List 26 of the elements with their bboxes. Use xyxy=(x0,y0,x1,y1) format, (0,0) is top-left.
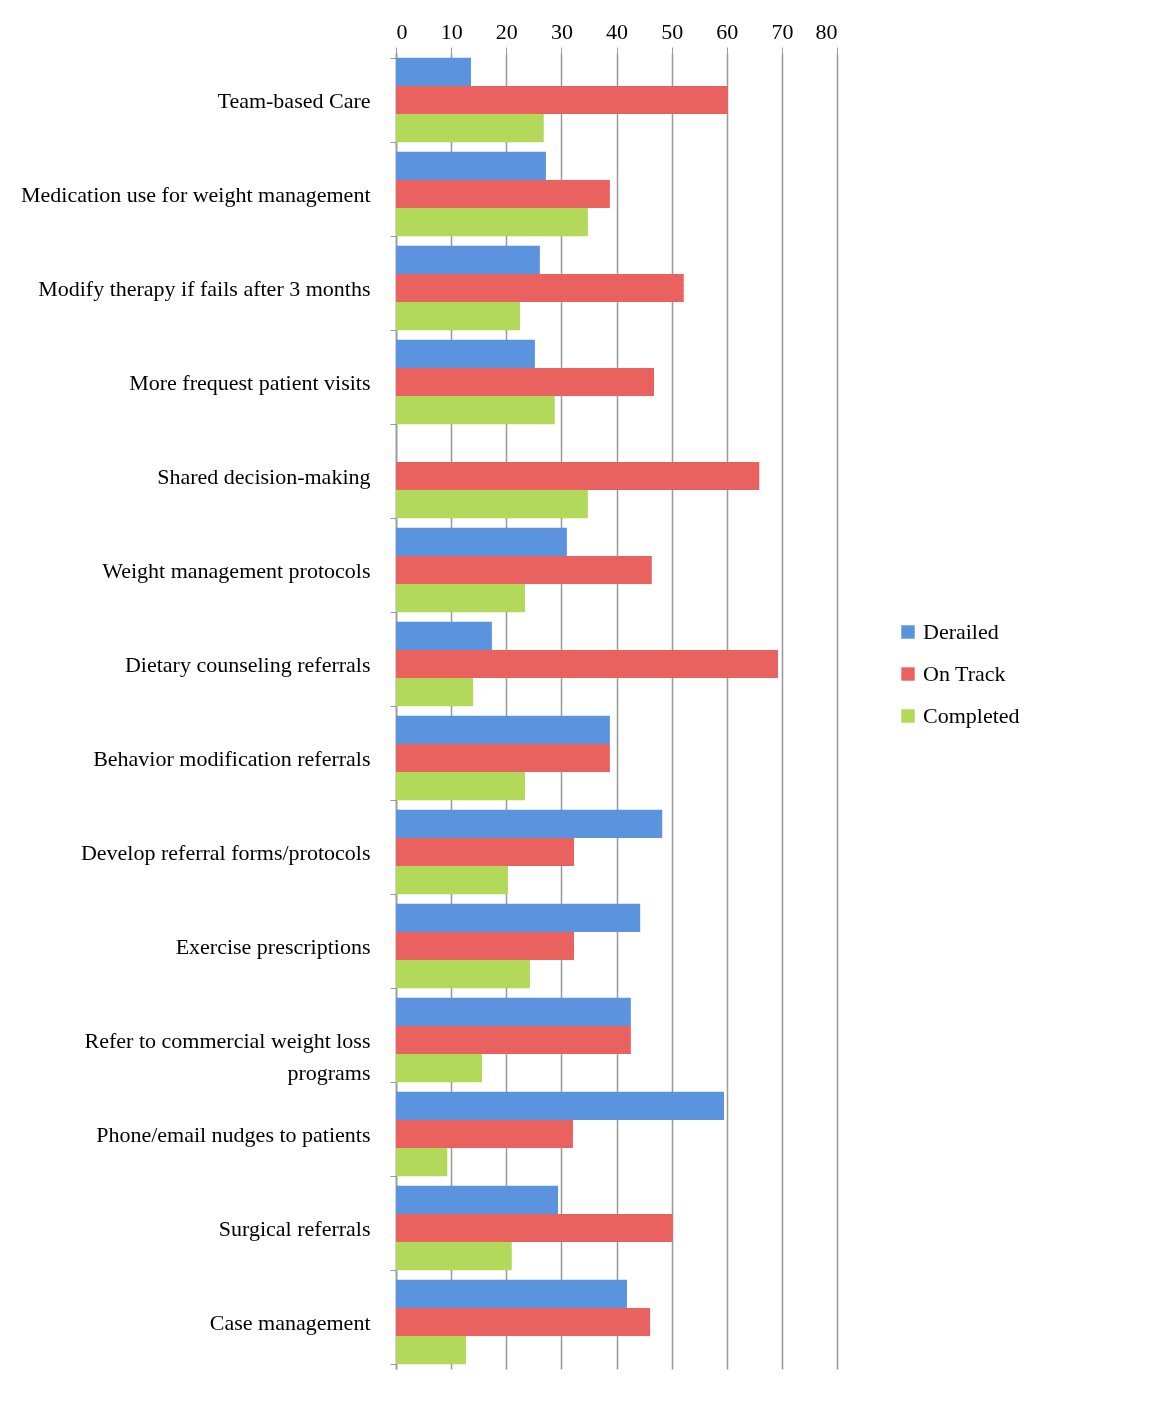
y-tick-label: Surgical referrals xyxy=(218,1215,371,1241)
x-tick-label: 80 xyxy=(815,18,838,44)
x-tick-label: 40 xyxy=(606,18,628,44)
y-tick-label: Medication use for weight management xyxy=(21,181,371,207)
x-tick-label: 0 xyxy=(396,18,408,44)
y-tick-label: Dietary counseling referrals xyxy=(124,651,371,677)
y-tick-label: Weight management protocols xyxy=(102,557,371,583)
x-tick-label: 60 xyxy=(716,18,739,44)
x-tick-label: 20 xyxy=(495,18,518,44)
x-tick-label: 10 xyxy=(440,18,463,44)
y-tick-label: More frequest patient visits xyxy=(129,369,371,395)
y-tick-label: Phone/email nudges to patients xyxy=(96,1121,371,1147)
y-tick-label: Develop referral forms/protocols xyxy=(80,839,371,865)
y-tick-label: Modify therapy if fails after 3 months xyxy=(38,275,371,301)
legend-label: Completed xyxy=(923,703,1020,728)
x-tick-label: 30 xyxy=(550,18,573,44)
y-tick-label: Behavior modification referrals xyxy=(93,745,371,771)
y-tick-label: Case management xyxy=(209,1309,371,1335)
y-tick-label: Exercise prescriptions xyxy=(175,933,371,959)
legend-label: On Track xyxy=(923,661,1006,686)
x-tick-label: 70 xyxy=(771,18,794,44)
y-tick-label: Shared decision-making xyxy=(157,463,371,489)
y-tick-label: Refer to commercial weight loss programs xyxy=(84,1027,371,1085)
legend-label: Derailed xyxy=(923,619,999,644)
x-tick-label: 50 xyxy=(661,18,684,44)
y-tick-label: Team-based Care xyxy=(217,87,371,113)
